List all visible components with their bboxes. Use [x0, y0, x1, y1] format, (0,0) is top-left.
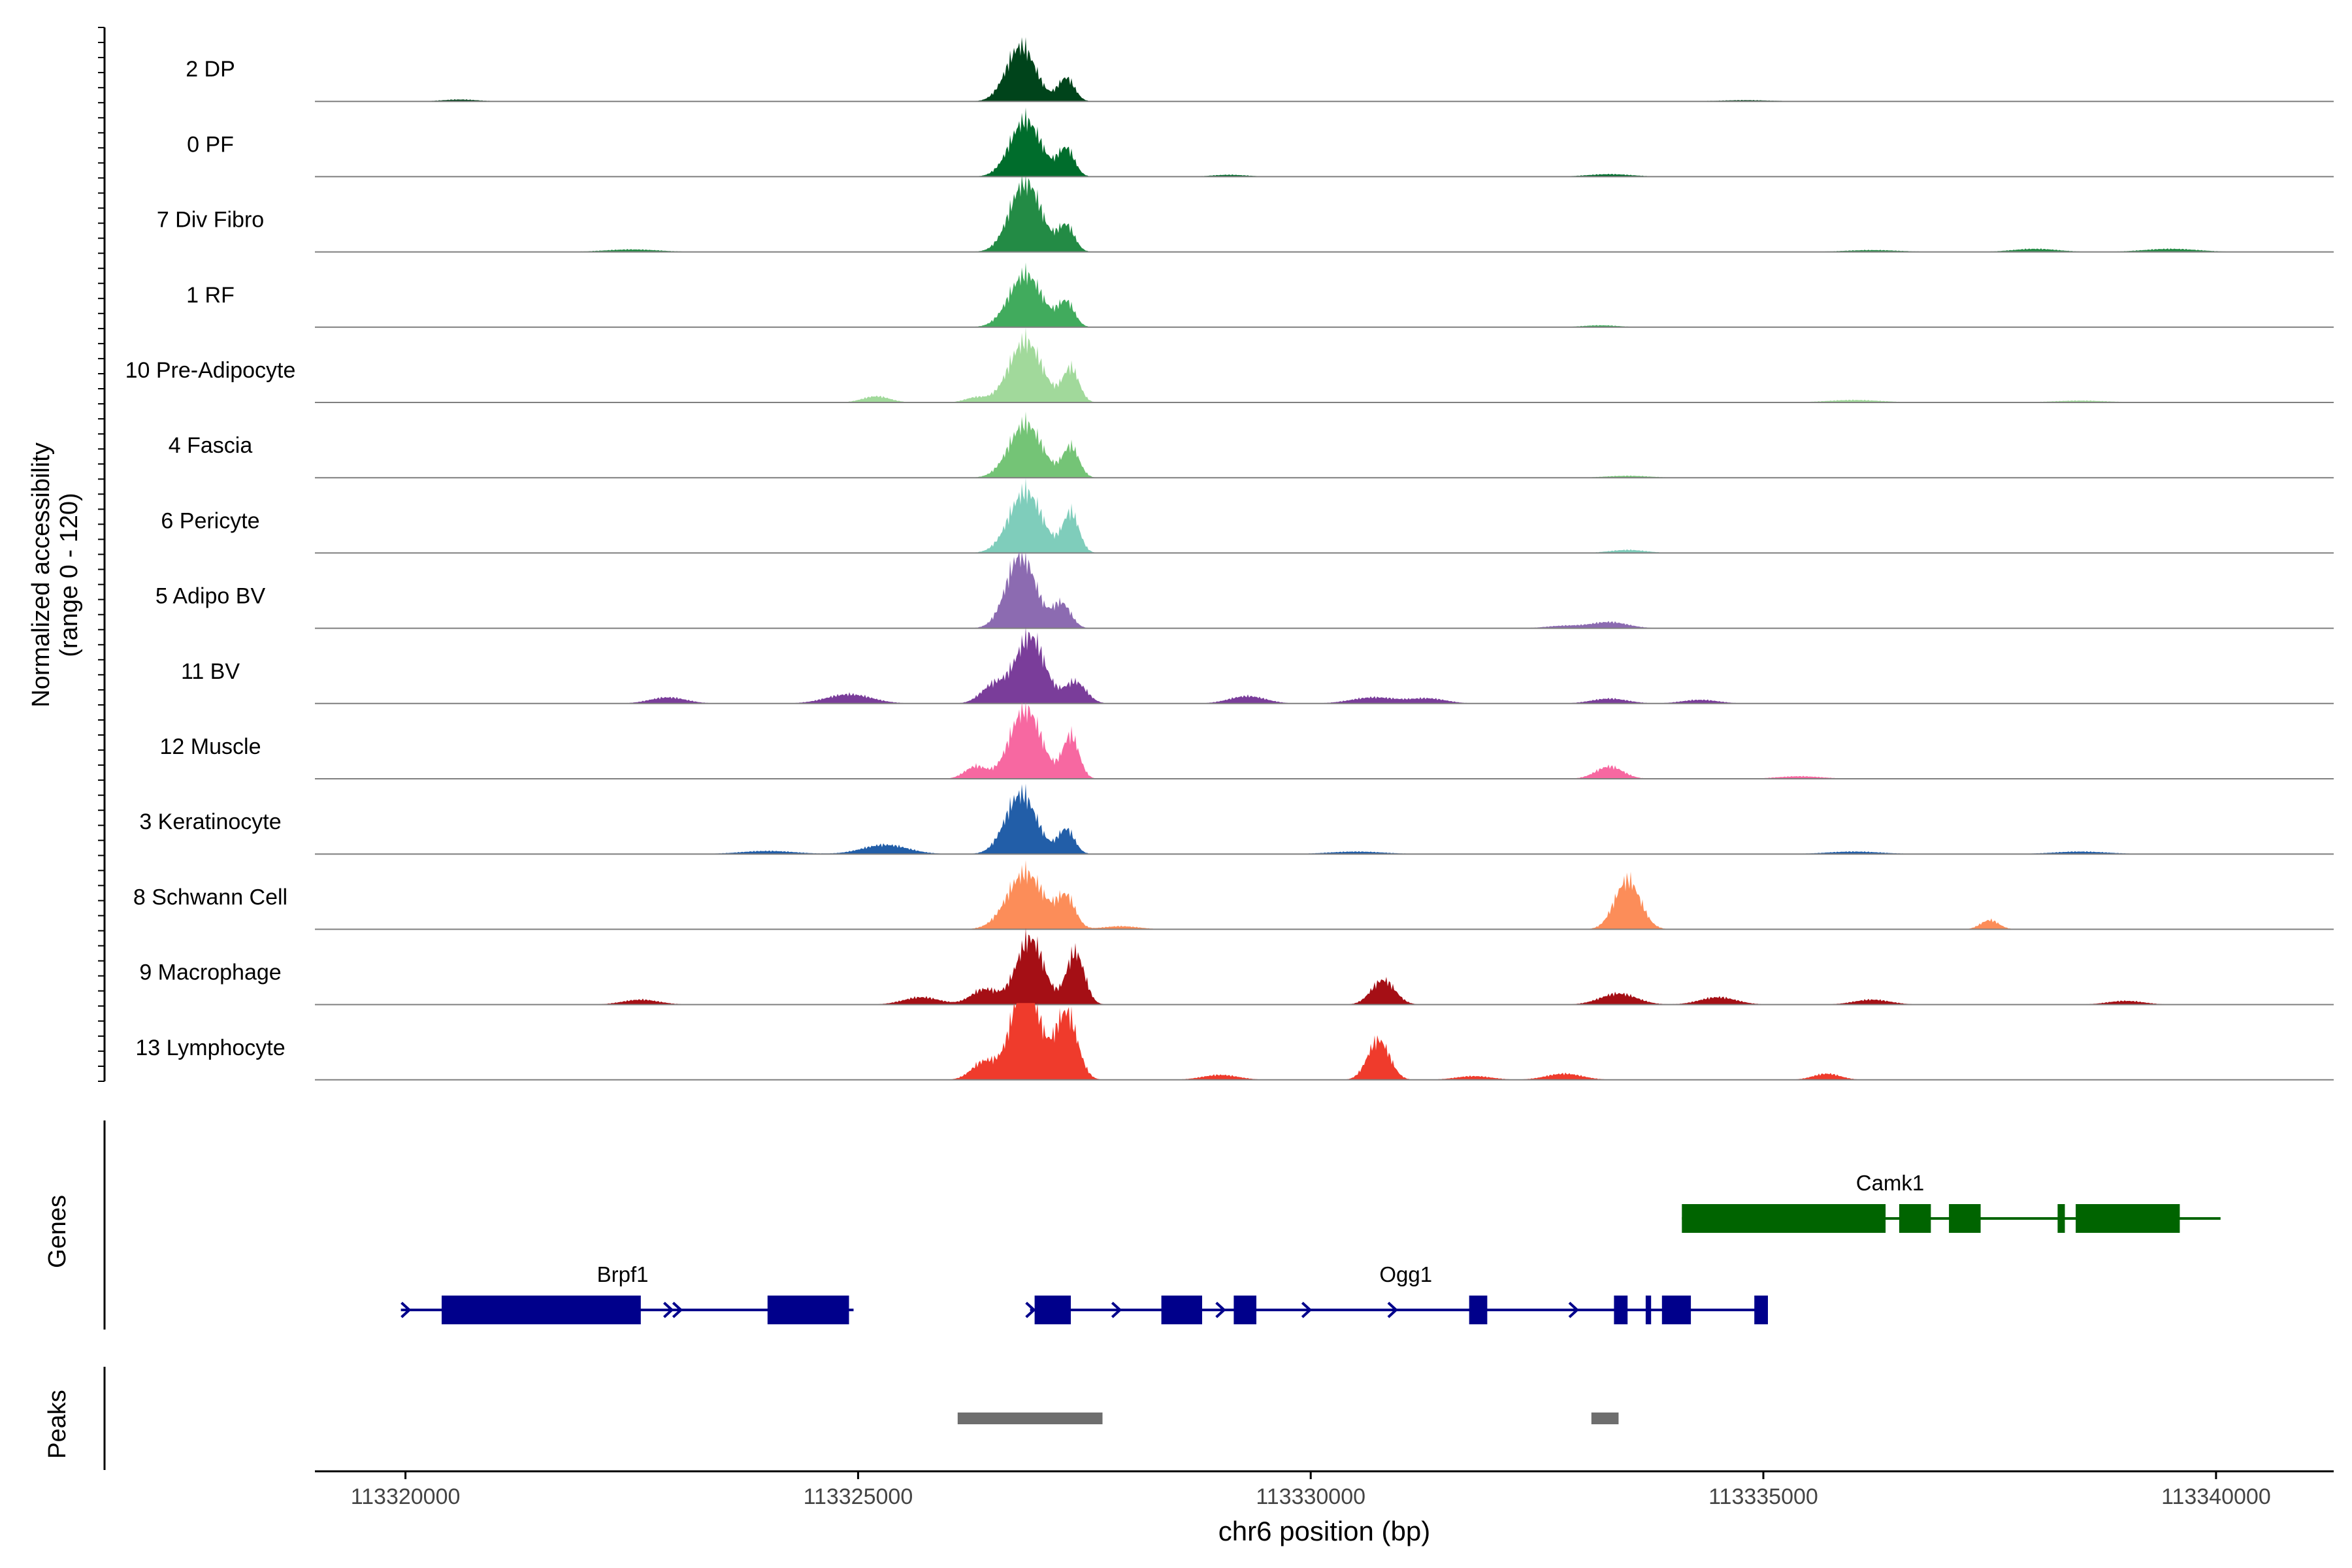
track-label: 4 Fascia — [169, 433, 253, 458]
track-12-muscle: 12 Muscle — [160, 702, 2334, 779]
strand-arrow — [1111, 1301, 1122, 1318]
track-10-pre-adipocyte: 10 Pre-Adipocyte — [125, 327, 2334, 403]
gene-exon — [2076, 1204, 2180, 1233]
gene-track: Genes Brpf1 Ogg1 Camk1 — [44, 1120, 2221, 1330]
coverage-area — [315, 627, 2334, 704]
track-label: 0 PF — [187, 132, 234, 157]
track-7-div-fibro: 7 Div Fibro — [157, 175, 2334, 253]
gene-exon — [1949, 1204, 1981, 1233]
track-11-bv: 11 BV — [181, 627, 2334, 704]
strand-arrow — [1301, 1301, 1313, 1318]
gene-exon — [1614, 1296, 1628, 1324]
y-axis-range-label: (range 0 - 120) — [56, 493, 83, 657]
strand-arrow — [663, 1301, 674, 1318]
track-label: 6 Pericyte — [161, 508, 259, 533]
peak-region — [957, 1413, 1103, 1424]
track-13-lymphocyte: 13 Lymphocyte — [135, 1003, 2334, 1081]
gene-exon — [442, 1296, 641, 1324]
gene-exon — [1161, 1296, 1202, 1324]
x-tick-label: 113335000 — [1708, 1484, 1818, 1509]
coverage-area — [315, 478, 2334, 553]
strand-arrow — [400, 1301, 412, 1318]
strand-arrow — [672, 1301, 683, 1318]
strand-arrow — [1215, 1301, 1226, 1318]
track-label: 5 Adipo BV — [155, 584, 266, 609]
track-0-pf: 0 PF — [187, 107, 2334, 178]
track-label: 2 DP — [186, 57, 235, 82]
gene-exon — [2057, 1204, 2065, 1233]
track-1-rf: 1 RF — [186, 262, 2334, 328]
coverage-area — [315, 411, 2334, 478]
x-tick-label: 113330000 — [1256, 1484, 1365, 1509]
track-label: 9 Macrophage — [139, 960, 281, 985]
track-9-macrophage: 9 Macrophage — [139, 928, 2334, 1005]
gene-exon — [1233, 1296, 1256, 1324]
track-6-pericyte: 6 Pericyte — [161, 478, 2334, 554]
gene-label: Camk1 — [1856, 1171, 1925, 1195]
track-label: 12 Muscle — [160, 734, 261, 759]
x-axis: chr6 position (bp) 113320000 113325000 113… — [315, 1470, 2334, 1546]
strand-arrow — [1568, 1301, 1580, 1318]
track-label: 1 RF — [186, 283, 235, 308]
peaks-track-label: Peaks — [44, 1390, 71, 1459]
x-axis-title: chr6 position (bp) — [1218, 1516, 1431, 1546]
gene-ogg1: Ogg1 — [1025, 1262, 1768, 1324]
genes-track-label: Genes — [44, 1195, 71, 1268]
coverage-area — [315, 327, 2334, 402]
x-tick-label: 113320000 — [351, 1484, 461, 1509]
y-axis-title: Normalized accessibility (range 0 - 120) — [27, 442, 83, 707]
peak-region — [1591, 1413, 1619, 1424]
gene-brpf1: Brpf1 — [400, 1262, 854, 1324]
coverage-area — [315, 860, 2334, 930]
coverage-area — [315, 37, 2334, 102]
coverage-area — [315, 107, 2334, 177]
y-axis — [98, 27, 106, 1082]
track-label: 3 Keratinocyte — [139, 809, 281, 834]
coverage-area — [315, 551, 2334, 629]
gene-exon — [1682, 1204, 1886, 1233]
track-8-schwann-cell: 8 Schwann Cell — [133, 860, 2334, 930]
x-tick-label: 113325000 — [804, 1484, 913, 1509]
gene-exon — [1645, 1296, 1652, 1324]
y-axis-label: Normalized accessibility — [27, 442, 55, 707]
coverage-area — [315, 702, 2334, 779]
track-5-adipo-bv: 5 Adipo BV — [155, 551, 2334, 629]
gene-exon — [1661, 1296, 1691, 1324]
track-3-keratinocyte: 3 Keratinocyte — [139, 783, 2334, 855]
track-2-dp: 2 DP — [186, 37, 2334, 103]
gene-exon — [1469, 1296, 1488, 1324]
coverage-area — [315, 783, 2334, 855]
strand-arrow — [1387, 1301, 1398, 1318]
peak-track: Peaks — [44, 1367, 1619, 1470]
coverage-area — [315, 262, 2334, 327]
track-label: 13 Lymphocyte — [135, 1036, 285, 1060]
coverage-area — [315, 928, 2334, 1005]
gene-label: Ogg1 — [1379, 1262, 1432, 1286]
gene-exon — [1754, 1296, 1768, 1324]
gene-label: Brpf1 — [597, 1262, 649, 1286]
gene-exon — [1034, 1296, 1071, 1324]
gene-camk1: Camk1 — [1682, 1171, 2221, 1233]
coverage-area — [315, 1003, 2334, 1080]
track-label: 8 Schwann Cell — [133, 885, 287, 909]
gene-exon — [1899, 1204, 1931, 1233]
x-tick-label: 113340000 — [2161, 1484, 2271, 1509]
coverage-area — [315, 175, 2334, 252]
track-label: 10 Pre-Adipocyte — [125, 358, 296, 383]
strand-arrow — [1025, 1301, 1036, 1318]
coverage-tracks: 2 DP 0 PF 7 Div Fibro 1 RF 10 Pre-Adipocyte 4… — [125, 37, 2334, 1081]
track-4-fascia: 4 Fascia — [169, 411, 2334, 479]
gene-exon — [767, 1296, 849, 1324]
track-label: 7 Div Fibro — [157, 208, 264, 233]
track-label: 11 BV — [181, 659, 240, 684]
